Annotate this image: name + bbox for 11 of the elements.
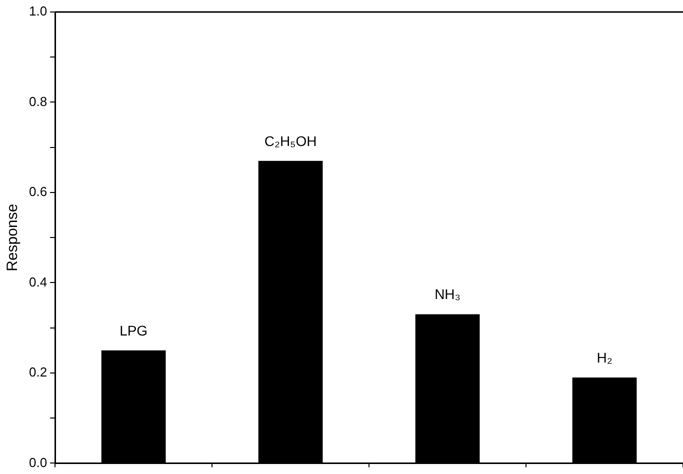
x-tick-label: LPG	[120, 322, 148, 338]
x-tick-label: NH₃	[434, 286, 460, 302]
y-axis-title: Response	[4, 204, 22, 272]
x-tick-label: H₂	[596, 349, 612, 366]
y-tick-label: 1.0	[28, 4, 48, 19]
y-tick-label: 0.8	[28, 94, 48, 109]
y-tick-label: 0.2	[28, 364, 48, 380]
y-tick-label: 0.0	[28, 454, 48, 470]
y-tick-label: 0.6	[28, 184, 48, 200]
x-tick-label: C₂H₅OH	[264, 132, 317, 149]
y-tick-label: 0.4	[28, 274, 48, 290]
